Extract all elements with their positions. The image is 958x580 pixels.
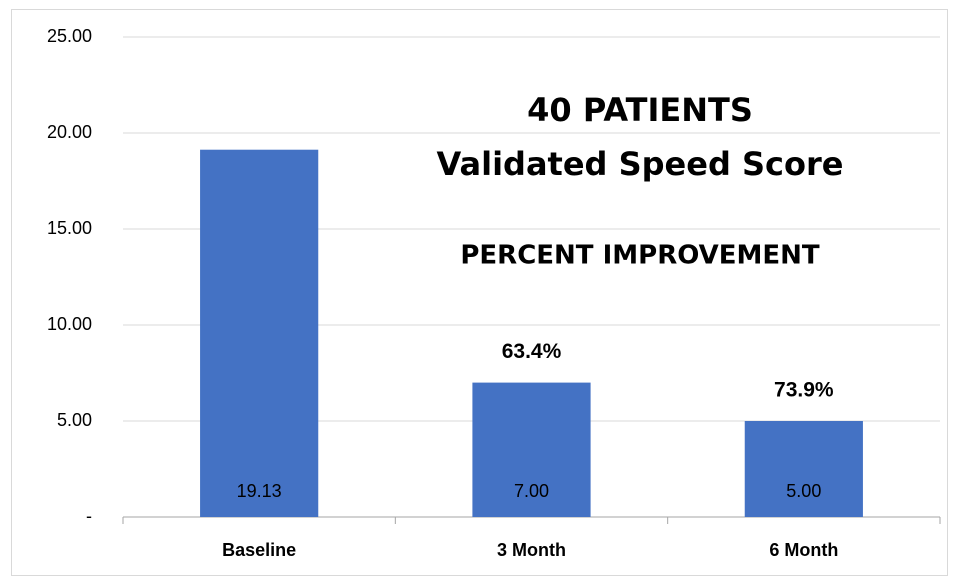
bar: [200, 149, 319, 518]
annotation: PERCENT IMPROVEMENT: [460, 241, 820, 271]
improvement-label: 63.4%: [502, 340, 562, 363]
y-tick-label: 15.00: [47, 218, 92, 238]
bar: [744, 421, 863, 517]
y-tick-label: 25.00: [47, 26, 92, 46]
y-tick-label: 10.00: [47, 314, 92, 334]
bar: [472, 382, 591, 517]
x-tick-label: 3 Month: [497, 540, 566, 560]
value-label: 5.00: [786, 481, 821, 501]
value-label: 7.00: [514, 481, 549, 501]
improvement-label: 73.9%: [774, 379, 834, 402]
annotation: Validated Speed Score: [437, 145, 844, 183]
y-tick-label: -: [86, 506, 92, 526]
annotation: 40 PATIENTS: [527, 91, 753, 129]
x-tick-label: Baseline: [222, 540, 296, 560]
x-tick-label: 6 Month: [769, 540, 838, 560]
y-tick-label: 5.00: [57, 410, 92, 430]
value-label: 19.13: [237, 481, 282, 501]
y-tick-label: 20.00: [47, 122, 92, 142]
